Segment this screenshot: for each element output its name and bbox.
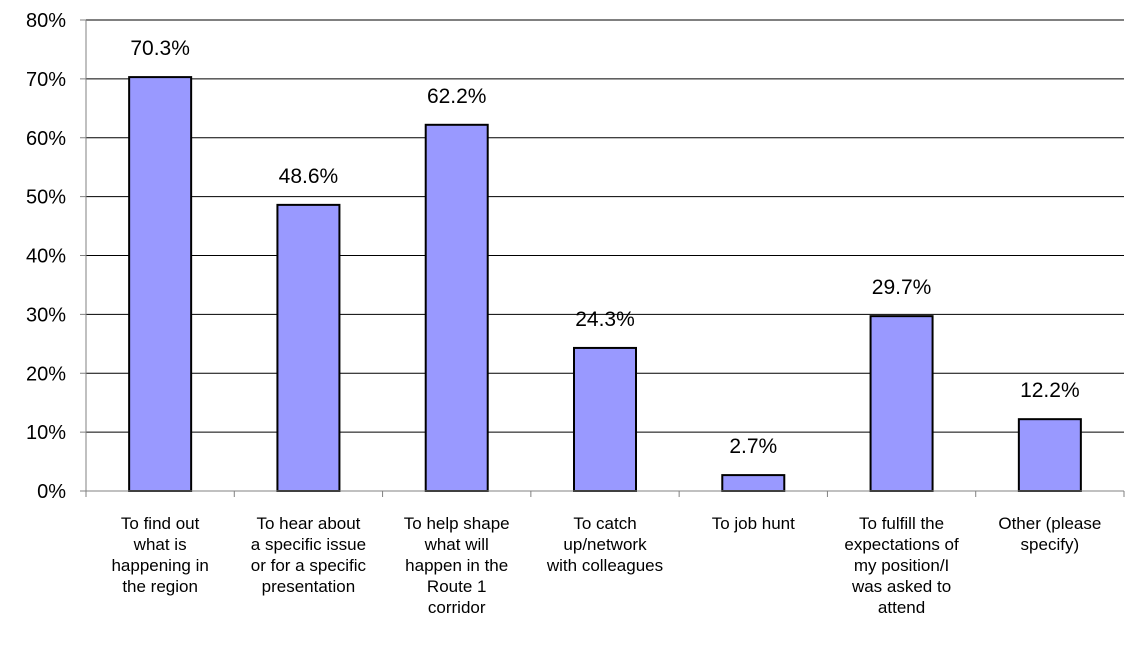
y-tick-label: 50% xyxy=(26,187,66,209)
y-tick-label: 20% xyxy=(26,363,66,385)
data-label: 24.3% xyxy=(575,308,635,331)
bar xyxy=(276,203,341,492)
label-layer: 70.3% 48.6% 62.2% 24.3% 2.7% 29.7% 12.2% xyxy=(130,37,1079,458)
data-label: 2.7% xyxy=(729,435,777,458)
bar-layer xyxy=(128,76,1082,493)
bar xyxy=(721,474,786,493)
category-label: Other (please specify) xyxy=(998,514,1102,554)
y-tick-label: 0% xyxy=(37,481,66,503)
category-label: To catch up/network with colleagues xyxy=(546,514,664,575)
y-tick-label: 40% xyxy=(26,246,66,268)
data-label: 12.2% xyxy=(1020,379,1080,402)
y-tick-label: 10% xyxy=(26,422,66,444)
bar xyxy=(1017,418,1082,492)
y-tick-label: 30% xyxy=(26,304,66,326)
data-label: 48.6% xyxy=(279,165,339,188)
bar xyxy=(573,346,637,492)
y-tick-label: 80% xyxy=(26,10,66,32)
category-label: To job hunt xyxy=(711,514,795,533)
category-label: To find out what is happening in the reg… xyxy=(111,514,209,596)
data-label: 29.7% xyxy=(872,276,932,299)
bar xyxy=(128,76,193,492)
bar xyxy=(424,123,489,493)
grid-layer xyxy=(86,19,1124,433)
category-label: To help shape what will happen in the Ro… xyxy=(403,514,510,617)
axis-layer: 0% 10% 20% 30% 40% 50% 60% 70% 80% xyxy=(26,10,1125,503)
y-tick-label: 70% xyxy=(26,69,66,91)
category-label: To hear about a specific issue or for a … xyxy=(250,514,367,596)
data-label: 70.3% xyxy=(130,37,190,60)
data-label: 62.2% xyxy=(427,85,487,108)
y-tick-label: 60% xyxy=(26,128,66,150)
bar xyxy=(869,315,934,492)
category-label: To fulfill the expectations of my positi… xyxy=(844,514,959,617)
